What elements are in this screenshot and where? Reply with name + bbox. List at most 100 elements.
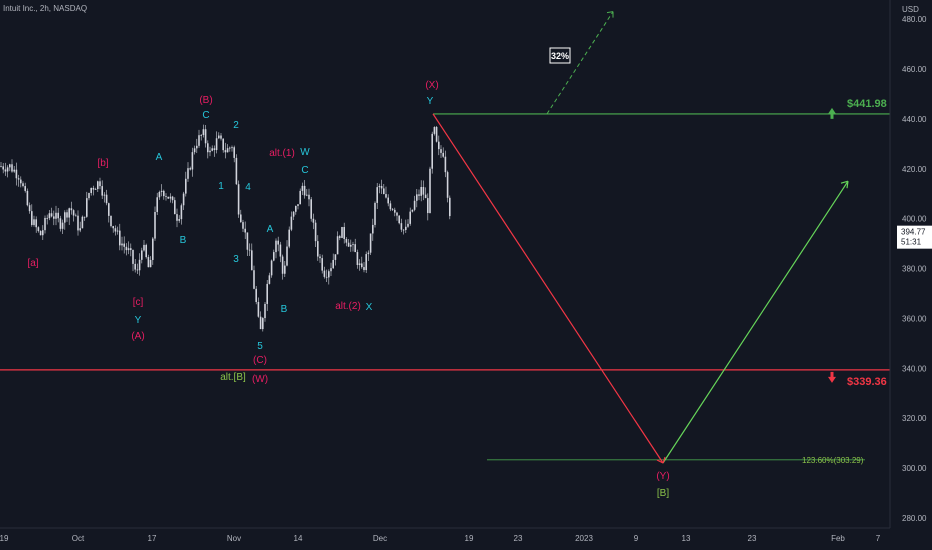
candle-body [319,256,321,259]
candle-body [279,244,282,257]
percent-box [549,47,571,64]
chart-title: Intuit Inc., 2h, NASDAQ [3,4,88,13]
candle-body [81,216,84,229]
candle-body [31,211,33,225]
candle-body [196,145,198,149]
candle-body [235,157,238,185]
y-tick-label: 420.00 [902,165,927,174]
candle-body [75,215,77,217]
candle-body [244,228,246,233]
candle-body [385,194,387,198]
candle-body [42,230,44,236]
wave-label: B [281,304,288,315]
candle-body [99,181,101,187]
candle-body [301,185,304,191]
candle-body [46,217,48,219]
candle-body [317,241,319,257]
wave-label: B [180,235,187,246]
candle-body [204,129,207,144]
projection-up-line [662,180,849,464]
candle-body [416,194,418,201]
wave-label: 4 [245,182,251,193]
wave-label: C [202,110,209,121]
candle-body [424,194,427,199]
candle-body [356,252,359,265]
candle-body [169,196,172,199]
candle-body [105,194,108,204]
wave-label: (W) [252,374,268,385]
candle-body [86,198,88,217]
candle-body [237,184,240,215]
candle-body [141,250,143,260]
candle-body [22,183,24,187]
wave-label: [a] [27,258,38,269]
candle-body [440,149,442,153]
y-tick-label: 480.00 [902,15,927,24]
wave-label: [c] [133,297,144,308]
x-tick-label: 9 [634,534,639,543]
wave-label: [b] [97,158,108,169]
candle-body [341,227,343,238]
wave-label: W [300,147,310,158]
wave-label: A [156,152,163,163]
candle-body [286,246,288,266]
currency-label: USD [902,5,919,14]
candle-body [400,223,403,230]
candle-body [154,211,156,239]
candle-body [143,244,145,251]
candle-body [57,212,59,219]
candle-body [171,196,174,201]
candle-body [268,275,271,284]
candle-body [13,169,15,172]
candle-body [9,164,11,168]
wave-label: A [267,224,274,235]
wave-label: (B) [199,95,212,106]
wave-label: Y [427,96,434,107]
candle-body [257,301,260,317]
candle-body [433,127,436,134]
y-tick-label: 400.00 [902,215,927,224]
fib-level-label: 123.60%(303.29) [802,456,864,465]
candle-body [121,243,123,246]
y-tick-label: 360.00 [902,314,927,323]
candle-body [229,147,231,149]
candle-body [79,228,81,231]
candle-body [372,224,374,234]
candle-body [442,152,444,157]
candle-body [35,219,37,228]
candle-body [211,148,213,151]
candle-body [15,169,18,179]
candle-body [88,193,90,199]
candle-body [262,318,264,330]
candle-body [231,147,233,149]
candle-body [347,242,350,247]
candle-body [185,178,187,194]
candle-body [224,150,227,153]
wave-label: 2 [233,120,239,131]
candle-body [213,148,216,151]
x-tick-label: 23 [748,534,757,543]
candle-body [200,135,202,136]
candle-body [449,197,451,217]
candle-body [303,185,306,196]
candle-body [328,271,330,278]
candle-body [70,208,73,211]
candle-body [259,316,262,330]
candle-body [407,223,409,227]
candle-body [94,189,97,190]
wave-label: (Y) [656,471,669,482]
candle-body [396,212,398,216]
x-tick-label: 19 [465,534,474,543]
candle-body [20,179,22,184]
candle-body [444,156,447,173]
x-tick-label: 14 [294,534,303,543]
candle-body [209,150,211,153]
candle-body [68,208,70,218]
candle-body [114,228,117,232]
candle-body [53,216,55,219]
candle-body [383,188,385,195]
candle-body [308,194,310,200]
candle-body [116,230,119,232]
x-tick-label: 17 [148,534,157,543]
